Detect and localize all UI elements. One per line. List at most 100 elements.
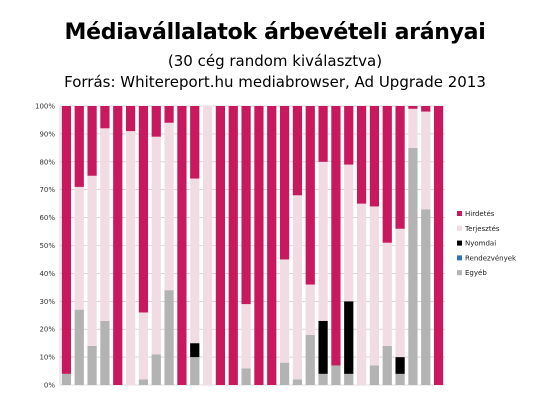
bar-segment [408,106,418,109]
bar-segment [395,373,405,385]
bar-segment [241,368,251,385]
bar-segment [87,175,97,346]
y-axis: 0% 10% 20% 30% 40% 50% 60% 70% 80% 90% 100% [35,103,61,390]
bar-segment [292,106,303,196]
bar-segment [254,106,264,385]
legend-label: Rendezvények [465,254,517,262]
bar-segment [151,136,161,355]
bar-segment [344,301,354,374]
bar-segment [344,373,354,385]
bar-segment [74,186,84,310]
y-tick-label: 90% [39,130,55,138]
bar-segment [356,203,367,385]
bar-segment [305,284,315,335]
bar-segment [318,161,328,321]
bar-segment [241,304,251,369]
bar-segment [408,108,418,148]
bar-segment [292,195,303,380]
bar-segment [382,242,392,346]
bar-segment [138,312,149,380]
bar-segment [421,106,431,112]
bar-segment [164,290,174,385]
bar-segment [164,122,174,291]
bar-segment [267,106,277,385]
grid-lines [60,105,445,386]
bar-segment [408,147,418,385]
bar-segment [228,106,238,385]
bar-segment [356,106,367,204]
bar-segment [177,106,187,385]
bar-segment [190,178,200,344]
bar-segment [113,106,123,385]
bar-segment [190,106,200,179]
bar-segment [395,106,405,229]
bar-segment [395,228,405,358]
bar-segment [421,111,431,210]
bar-segment [215,106,226,385]
bar-segment [190,343,200,358]
bar-segment [202,106,213,385]
bar-segment [395,357,405,374]
bar-segment [151,106,161,137]
bar-segment [331,106,341,366]
bar-segment [61,106,72,374]
legend-swatch [457,211,462,216]
legend-swatch [457,255,462,261]
bar-segment [100,320,110,385]
bar-segment [331,365,341,385]
y-tick-label: 100% [35,103,55,111]
bar-segment [369,365,380,385]
bar-segment [138,379,149,385]
bar-segment [382,345,392,385]
legend-label: Hirdetés [465,210,495,218]
bar-segment [125,131,136,385]
bar-segment [87,106,97,176]
y-tick-label: 50% [39,242,55,250]
y-tick-label: 0% [44,382,55,390]
legend-swatch [457,225,462,231]
bar-segment [369,206,380,366]
bar-segment [279,259,290,363]
chart-title: Médiavállalatok árbevételi arányai [64,20,486,45]
bar-segment [421,209,431,385]
bar-segment [305,334,315,385]
bar-segment [344,164,354,302]
bar-segment [74,309,84,385]
bar-segment [318,373,328,385]
bar-segment [138,106,149,313]
y-tick-label: 60% [39,214,55,222]
bars [61,106,444,385]
chart-source: Forrás: Whitereport.hu mediabrowser, Ad … [64,73,486,91]
bar-segment [87,345,97,385]
bar-segment [305,106,315,285]
legend-swatch [457,240,462,246]
bar-segment [433,106,444,385]
bar-segment [344,106,354,165]
bar-segment [125,106,136,132]
bar-segment [190,357,200,385]
y-tick-label: 30% [39,298,55,306]
legend-label: Terjesztés [464,225,500,233]
bar-segment [74,106,84,187]
bar-segment [61,373,72,385]
bar-segment [100,128,110,321]
legend-label: Nyomdai [465,240,496,248]
y-tick-label: 20% [39,326,55,334]
bar-segment [279,106,290,260]
bar-segment [100,106,110,129]
bar-segment [318,320,328,374]
legend: Hirdetés Terjesztés Nyomdai Rendezvények Egy… [457,210,517,277]
bar-segment [369,106,380,207]
bar-segment [241,106,251,305]
bar-segment [382,106,392,243]
bar-segment [318,106,328,162]
bar-segment [292,379,303,385]
bar-segment [279,362,290,385]
bar-segment [164,106,174,123]
y-tick-label: 10% [39,354,55,362]
y-tick-label: 40% [39,270,55,278]
chart-subtitle: (30 cég random kiválasztva) [167,52,383,70]
legend-swatch [457,270,462,276]
y-tick-label: 80% [39,158,55,166]
